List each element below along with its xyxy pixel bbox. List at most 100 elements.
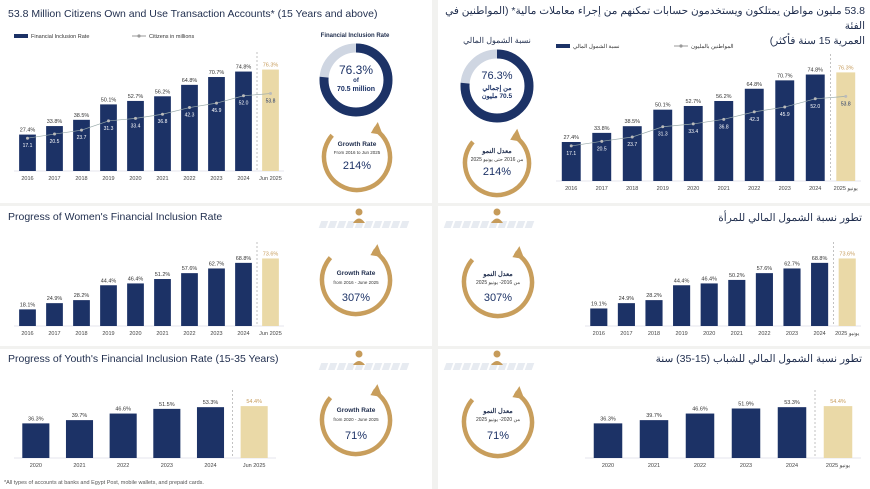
growth-value-ar: 71% [486, 430, 510, 442]
growth-value: 71% [344, 430, 368, 442]
bar [592, 132, 612, 181]
title-overall-ar-line1: 53.8 مليون مواطن يمتلكون ويستخدمون حسابا… [445, 5, 865, 32]
bar [683, 105, 703, 181]
x-tick-label: 2020 [129, 176, 141, 182]
citizens-point [600, 139, 604, 143]
citizens-value-label: 23.7 [627, 142, 637, 148]
citizens-line [27, 93, 271, 139]
citizens-line [571, 96, 846, 147]
growth-value: 307% [341, 292, 371, 304]
citizens-value-label: 17.1 [23, 143, 33, 149]
bar-value-label: 27.4% [20, 128, 36, 134]
chart-overall-en: Financial Inclusion Rate Citizens in mill… [14, 34, 284, 182]
x-tick-label: 2022 [183, 176, 195, 182]
donut-fill [319, 43, 393, 117]
bar-value-label: 62.7% [209, 261, 225, 267]
citizens-value-label: 33.4 [131, 123, 141, 129]
bar-value-label: 73.6% [263, 251, 279, 257]
fi-donut [319, 43, 393, 117]
growth-period: from 2020 - June 2025 [333, 417, 379, 422]
x-tick-label: 2021 [648, 463, 660, 469]
bar [622, 126, 642, 181]
x-tick-label: 2021 [718, 186, 730, 192]
bar-value-label: 36.3% [28, 416, 44, 422]
bar [744, 88, 764, 181]
fi-of-ar: من إجمالي [482, 85, 512, 92]
bar-value-label: 64.8% [746, 82, 762, 88]
citizens-point [242, 94, 245, 98]
title-women-en: Progress of Women's Financial Inclusion … [8, 211, 223, 223]
bar-value-label: 39.7% [646, 413, 662, 419]
x-tick-label: 2016 [21, 176, 33, 182]
x-tick-label: 2020 [30, 463, 42, 469]
ring-arrow [370, 384, 383, 398]
bar-value-label: 70.7% [777, 73, 793, 79]
title-overall-ar-line2: العمرية 15 سنة فأكثر) [769, 35, 865, 47]
bar [755, 273, 773, 326]
growth-title: Growth Rate [336, 407, 376, 414]
x-tick-label: 2016 [593, 331, 605, 337]
x-tick-label: 2022 [758, 331, 770, 337]
legend-label-citizens: Citizens in millions [149, 34, 194, 40]
growth-period: From 2016 to Jun 2025 [333, 150, 381, 155]
fi-donut-ar [460, 49, 534, 123]
citizens-value-label: 17.1 [566, 151, 576, 157]
citizens-point [722, 117, 726, 121]
bar [73, 119, 90, 171]
bar [22, 423, 50, 458]
chart-women-en: 18.1% 2016 24.9% 2017 28.2% 2018 44.4% 2019 46.4… [14, 242, 284, 337]
fi-title: Financial Inclusion Rate [320, 33, 390, 39]
bar-value-label: 57.6% [757, 266, 773, 272]
bar-value-label: 64.8% [182, 78, 198, 84]
bar [181, 84, 198, 171]
legend-label-rate: نسبة الشمول المالي [573, 43, 620, 50]
x-tick-label: 2018 [75, 331, 87, 337]
bar-value-label: 36.3% [600, 416, 616, 422]
bar [685, 413, 715, 458]
bar [208, 268, 225, 326]
x-tick-label: 2023 [210, 176, 222, 182]
bar [46, 126, 63, 171]
x-tick-label: 2017 [596, 186, 608, 192]
bar [593, 423, 623, 458]
chart-women-ar: 19.1% 2016 24.9% 2017 28.2% 2018 44.4% 2019 46.4… [585, 242, 861, 337]
x-tick-label: Jun 2025 [259, 331, 282, 337]
x-tick-label: 2020 [602, 463, 614, 469]
woman-icon [353, 208, 365, 223]
fi-sub: 70.5 million [336, 86, 376, 93]
citizens-value-label: 52.0 [239, 101, 249, 107]
x-tick-label: 2020 [129, 331, 141, 337]
citizens-value-label: 42.3 [749, 117, 759, 123]
bar [805, 74, 825, 181]
x-tick-label: 2023 [786, 331, 798, 337]
bar [46, 303, 63, 326]
bar-value-label: 68.8% [812, 256, 828, 262]
bar [617, 303, 635, 326]
x-tick-label: 2024 [237, 176, 249, 182]
bar-value-label: 28.2% [646, 293, 662, 299]
bar [639, 420, 669, 458]
bar [127, 100, 144, 171]
legend-label-rate: Financial Inclusion Rate [31, 34, 89, 40]
citizens-value-label: 53.8 [266, 99, 276, 105]
bar [775, 80, 795, 181]
citizens-value-label: 20.5 [597, 146, 607, 152]
x-tick-label: Jun 2025 [259, 176, 282, 182]
bar [836, 72, 856, 181]
x-tick-label: 2021 [73, 463, 85, 469]
growth-value-ar: 214% [482, 166, 512, 178]
growth-period-ar: من 2016 حتى يونيو 2025 [470, 157, 524, 163]
bar [838, 258, 856, 326]
x-tick-label: 2022 [183, 331, 195, 337]
x-tick-label: 2023 [210, 331, 222, 337]
bar [262, 69, 279, 171]
chart-overall-ar: نسبة الشمول المالي المواطنين بالمليون 27.4… [556, 43, 861, 192]
chart-youth-ar: 36.3% 2020 39.7% 2021 46.6% 2022 51.9% 2023 53.3… [585, 390, 861, 469]
citizens-point [569, 144, 573, 148]
bar-value-label: 51.5% [159, 402, 175, 408]
title-youth-ar: تطور نسبة الشمول المالي للشباب (15-35) س… [655, 353, 862, 365]
bar-value-label: 28.2% [74, 293, 90, 299]
x-tick-label: يونيو 2025 [835, 331, 860, 337]
x-tick-label: 2022 [694, 463, 706, 469]
citizens-point [844, 94, 848, 98]
